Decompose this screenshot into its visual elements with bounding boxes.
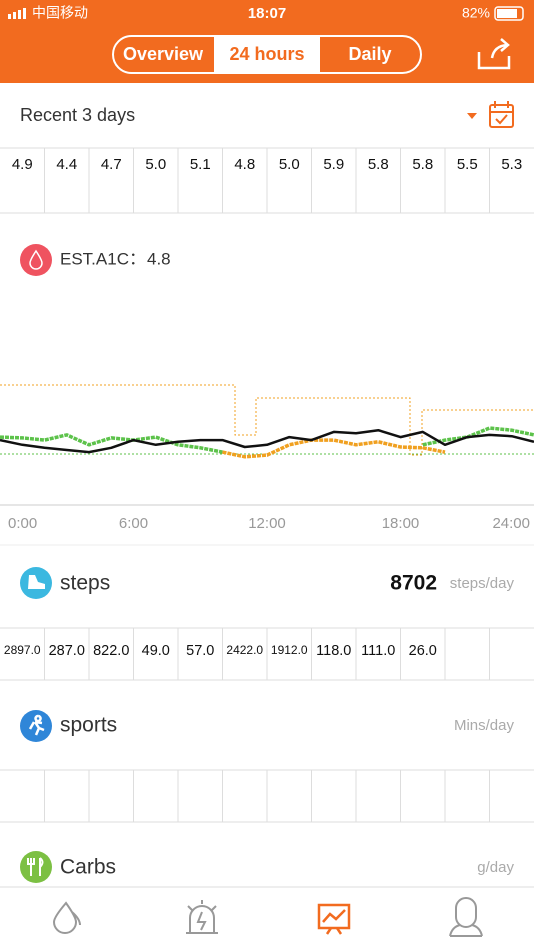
cell-value: 49.0 [142,643,170,659]
cell-value: 5.1 [190,156,211,173]
tab-selected-bg [215,37,319,72]
range-selector[interactable]: Recent 3 days [20,105,135,125]
glucose-line [222,438,446,459]
sports-icon [20,710,52,742]
steps-total: 8702 [390,572,437,595]
cell-value: 5.0 [279,156,300,173]
glucose-chart: 0:00 6:00 12:00 18:00 24:00 [0,426,534,532]
cell-value: 2422.0 [226,643,263,657]
sports-title: sports [60,714,117,737]
x-tick-label: 6:00 [119,515,148,532]
tab[interactable]: Overview [123,44,204,64]
cell-value: 822.0 [93,643,129,659]
steps-values-row: 2897.0 287.0 822.0 49.0 57.0 2422.0 1912.0 118.… [0,627,534,681]
x-tick-label: 18:00 [382,515,420,532]
carbs-icon [20,851,52,883]
cell-value: 111.0 [361,643,395,659]
tab-bar [0,887,534,950]
sports-unit: Mins/day [454,717,515,734]
share-button[interactable] [477,38,511,70]
cell-value: 287.0 [49,643,85,659]
glucose-line [0,428,534,454]
tab-glucose[interactable] [52,901,81,934]
carbs-unit: g/day [477,859,514,876]
cell-value: 4.8 [234,156,255,173]
cell-value: 57.0 [186,643,214,659]
steps-title: steps [60,572,110,595]
tab[interactable]: Daily [348,44,391,64]
cell-value: 4.7 [101,156,122,173]
tab[interactable]: 24 hours [229,44,304,64]
cell-value: 118.0 [316,643,351,659]
steps-unit: steps/day [450,575,515,592]
glucose-line [0,426,534,454]
sports-values-row [0,769,534,823]
x-tick-label: 24:00 [492,515,530,532]
carbs-title: Carbs [60,856,116,879]
cell-value: 5.3 [501,156,522,173]
battery-text: 82% [462,5,490,21]
cell-value: 5.8 [412,156,433,173]
signal-icon [8,8,26,19]
tab-alerts[interactable] [186,900,218,934]
cell-value: 5.8 [368,156,389,173]
cell-value: 26.0 [409,643,437,659]
dropdown-arrow[interactable] [467,113,477,119]
segmented-control [112,35,422,74]
tab-profile[interactable] [449,897,483,937]
cell-value: 1912.0 [271,643,308,657]
a1c-label: EST.A1C： [60,249,146,268]
battery-level [497,9,517,18]
daily-values-row: 4.9 4.4 4.7 5.0 5.1 4.8 5.0 5.9 5.8 5.8 5.5 5.3 [0,147,534,214]
carrier: 中国移动 [32,5,88,21]
x-tick-label: 12:00 [248,515,286,532]
cell-value: 4.4 [56,156,77,173]
x-tick-label: 0:00 [8,515,37,532]
cell-value: 2897.0 [4,643,41,657]
cell-value: 4.9 [12,156,33,173]
clock: 18:07 [248,5,286,22]
calendar-button[interactable] [489,101,514,128]
cell-value: 5.5 [457,156,478,173]
battery-icon [494,6,524,21]
tab-trends[interactable] [317,903,351,935]
a1c-icon [20,244,52,276]
a1c-value: 4.8 [147,249,171,268]
cell-value: 5.9 [323,156,344,173]
cell-value: 5.0 [145,156,166,173]
